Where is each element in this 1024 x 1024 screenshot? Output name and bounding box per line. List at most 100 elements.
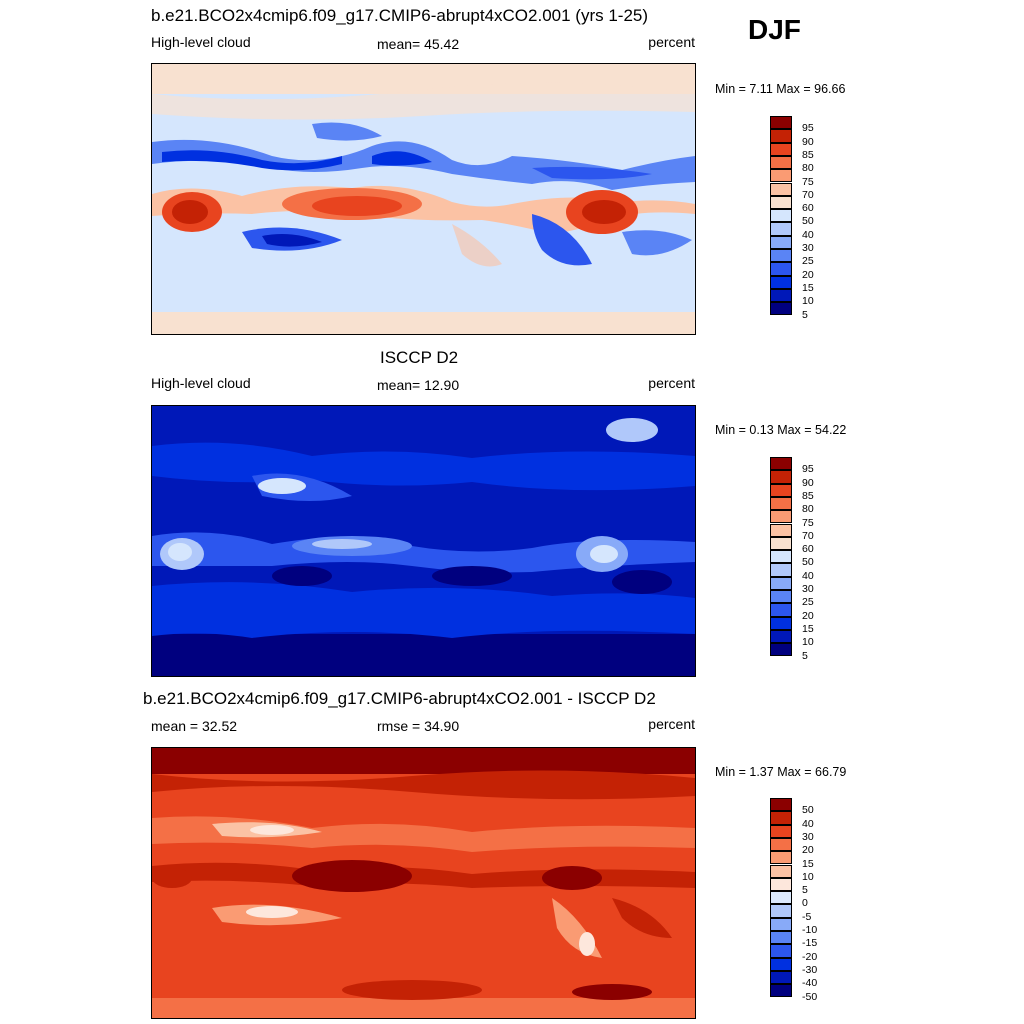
colorbar-swatch <box>770 496 792 511</box>
colorbar-tick-label: 85 <box>802 148 814 161</box>
colorbar-tick-label: 75 <box>802 516 814 529</box>
colorbar-tick-label: -40 <box>802 977 818 990</box>
colorbar-swatch <box>770 457 792 471</box>
colorbar-swatch <box>770 523 792 537</box>
colorbar-tick-label: -15 <box>802 937 818 950</box>
colorbar-swatch <box>770 195 792 210</box>
colorbar-tick-label: 10 <box>802 636 814 649</box>
colorbar-swatch <box>770 470 792 484</box>
panel-1-variable-label: High-level cloud <box>151 34 251 50</box>
panel-3-contour-map <box>151 747 696 1019</box>
colorbar-tick-label: 60 <box>802 202 814 215</box>
colorbar-swatch <box>770 563 792 577</box>
colorbar-swatch <box>770 510 792 524</box>
colorbar-tick-label: -50 <box>802 990 818 1003</box>
colorbar-swatch <box>770 275 792 289</box>
panel-3-title: b.e21.BCO2x4cmip6.f09_g17.CMIP6-abrupt4x… <box>143 689 656 708</box>
colorbar-swatch <box>770 917 792 931</box>
colorbar-tick-label: 95 <box>802 463 814 476</box>
colorbar-tick-label: 50 <box>802 556 814 569</box>
colorbar-tick-label: 20 <box>802 844 814 857</box>
colorbar-tick-label: 30 <box>802 242 814 254</box>
colorbar-swatch <box>770 970 792 985</box>
colorbar-swatch <box>770 931 792 945</box>
panel-2-minmax-label: Min = 0.13 Max = 54.22 <box>715 423 847 437</box>
colorbar-tick-label: 40 <box>802 817 814 830</box>
panel-3-mean-label: mean = 32.52 <box>151 718 238 734</box>
colorbar-swatch <box>770 904 792 918</box>
colorbar-tick-label: 15 <box>802 281 814 294</box>
panel-1-contour-map <box>151 63 696 335</box>
colorbar-tick-label: 25 <box>802 596 814 609</box>
panel-2-contour-map <box>151 405 696 677</box>
colorbar-tick-label: 30 <box>802 830 814 843</box>
colorbar-swatch <box>770 877 792 892</box>
colorbar-tick-label: 5 <box>802 884 808 897</box>
colorbar-tick-label: 85 <box>802 489 814 502</box>
colorbar-swatch <box>770 116 792 130</box>
colorbar-swatch <box>770 249 792 263</box>
colorbar-tick-label: 10 <box>802 870 814 883</box>
panel-2-mean-label: mean= 12.90 <box>377 377 460 393</box>
colorbar-tick-label: 95 <box>802 122 814 135</box>
colorbar-swatch <box>770 837 792 852</box>
panel-1-title: b.e21.BCO2x4cmip6.f09_g17.CMIP6-abrupt4x… <box>151 6 649 25</box>
colorbar-tick-label: 70 <box>802 529 814 542</box>
panel-2-units-label: percent <box>648 375 695 391</box>
colorbar-swatch <box>770 550 792 564</box>
colorbar-swatch <box>770 603 792 617</box>
panel-1-mean-label: mean= 45.42 <box>377 36 460 52</box>
colorbar-swatch <box>770 798 792 812</box>
panel-1-minmax-label: Min = 7.11 Max = 96.66 <box>715 82 846 96</box>
colorbar-tick-label: 20 <box>802 609 814 622</box>
colorbar-swatch <box>770 851 792 865</box>
panel-3-rmse-label: rmse = 34.90 <box>377 718 460 734</box>
colorbar-tick-label: 50 <box>802 215 814 228</box>
colorbar-tick-label: 5 <box>802 649 808 662</box>
colorbar-tick-label: 5 <box>802 308 808 321</box>
colorbar-swatch <box>770 155 792 170</box>
colorbar-tick-label: 30 <box>802 583 814 595</box>
colorbar-swatch <box>770 811 792 825</box>
colorbar-tick-label: 0 <box>802 897 808 910</box>
colorbar-tick-label: 75 <box>802 175 814 188</box>
colorbar-tick-label: 25 <box>802 255 814 268</box>
colorbar-swatch <box>770 824 792 838</box>
colorbar-tick-label: 90 <box>802 476 814 489</box>
colorbar-tick-label: 40 <box>802 228 814 241</box>
season-label: DJF <box>748 14 801 45</box>
colorbar-swatch <box>770 288 792 303</box>
panel-1-units-label: percent <box>648 34 695 50</box>
colorbar-tick-label: 50 <box>802 804 814 817</box>
colorbar-swatch <box>770 944 792 958</box>
colorbar-swatch <box>770 302 792 316</box>
colorbar-swatch <box>770 891 792 905</box>
colorbar-swatch <box>770 616 792 630</box>
panel-2-title: ISCCP D2 <box>380 348 459 367</box>
panel-2-variable-label: High-level cloud <box>151 375 251 391</box>
colorbar-tick-label: 40 <box>802 569 814 582</box>
colorbar-tick-label: -30 <box>802 963 818 976</box>
colorbar-swatch <box>770 864 792 878</box>
colorbar-swatch <box>770 222 792 236</box>
colorbar-tick-label: 80 <box>802 503 814 516</box>
colorbar-swatch <box>770 169 792 183</box>
colorbar-swatch <box>770 483 792 497</box>
colorbar-tick-label: 60 <box>802 543 814 556</box>
panel-3-minmax-label: Min = 1.37 Max = 66.79 <box>715 765 847 779</box>
colorbar-tick-label: 90 <box>802 135 814 148</box>
panel-3-units-label: percent <box>648 716 695 732</box>
colorbar-tick-label: -20 <box>802 950 818 963</box>
colorbar-swatch <box>770 262 792 276</box>
colorbar-swatch <box>770 984 792 998</box>
colorbar-tick-label: 20 <box>802 268 814 281</box>
colorbar-swatch <box>770 536 792 551</box>
colorbar-swatch <box>770 576 792 590</box>
colorbar-tick-label: -5 <box>802 910 812 923</box>
colorbar-swatch <box>770 235 792 249</box>
colorbar-tick-label: 80 <box>802 162 814 175</box>
colorbar-swatch <box>770 590 792 604</box>
colorbar-swatch <box>770 643 792 657</box>
colorbar-tick-label: 10 <box>802 295 814 308</box>
colorbar-tick-label: -10 <box>802 924 818 936</box>
